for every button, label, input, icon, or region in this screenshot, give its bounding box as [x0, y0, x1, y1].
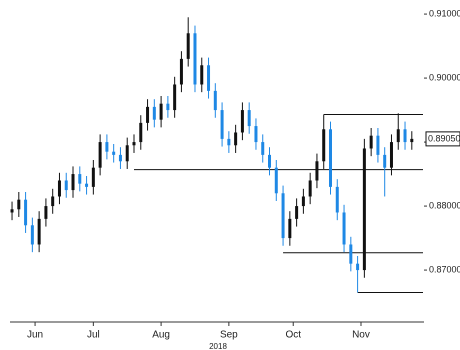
candle-body	[328, 129, 332, 187]
x-tick-label: Jun	[27, 330, 43, 341]
candle-body	[44, 206, 48, 219]
candle-body	[274, 167, 278, 194]
candle-body	[64, 180, 68, 191]
candle-body	[71, 174, 75, 191]
candle-body	[349, 244, 353, 264]
candle-body	[369, 135, 373, 149]
candle-body	[389, 142, 393, 168]
candle-body	[57, 180, 61, 197]
candle-body	[227, 138, 231, 146]
y-tick-label: 0.91000	[429, 8, 460, 18]
candle-body	[268, 154, 272, 168]
candle-body	[213, 90, 217, 111]
candle-body	[159, 103, 163, 120]
current-price-box	[425, 131, 460, 147]
candle-body	[396, 129, 400, 143]
candle-body	[322, 129, 326, 162]
candle-body	[24, 199, 28, 226]
y-tick-label: 0.90000	[429, 72, 460, 82]
candle-body	[301, 196, 305, 207]
candle-body	[254, 126, 258, 143]
candle-body	[342, 212, 346, 245]
candle-body	[295, 206, 299, 219]
candle-body	[85, 183, 89, 187]
candle-body	[125, 145, 129, 162]
candle-body	[234, 132, 238, 146]
y-tick-label: 0.88000	[429, 200, 460, 210]
candle-body	[383, 154, 387, 168]
candle-body	[179, 58, 183, 85]
x-tick-label: Jul	[87, 330, 100, 341]
candle-body	[78, 174, 82, 184]
candle-body	[146, 106, 150, 123]
x-tick-label: Nov	[352, 330, 370, 341]
candle-body	[220, 110, 224, 139]
x-tick-label: Oct	[285, 330, 301, 341]
candle-body	[247, 110, 251, 127]
candle-body	[281, 193, 285, 239]
candle-body	[10, 209, 14, 213]
candle-body	[335, 186, 339, 213]
candle-body	[186, 33, 190, 59]
candle-body	[118, 154, 122, 162]
candle-body	[98, 142, 102, 168]
candle-body	[362, 148, 366, 271]
x-tick-label: Aug	[152, 330, 170, 341]
x-tick-label: Sep	[220, 330, 238, 341]
candle-body	[193, 33, 197, 85]
candle-body	[207, 65, 211, 91]
candle-body	[166, 103, 170, 111]
candle-body	[105, 142, 109, 152]
candle-body	[288, 218, 292, 239]
candle-body	[200, 65, 204, 85]
candle-body	[173, 84, 177, 111]
candle-body	[91, 167, 95, 187]
candle-body	[308, 180, 312, 197]
candle-body	[315, 161, 319, 181]
candle-body	[51, 196, 55, 207]
candle-body	[30, 225, 34, 245]
candle-body	[132, 142, 136, 146]
candle-body	[356, 263, 360, 271]
candle-body	[112, 151, 116, 155]
candle-body	[37, 218, 41, 245]
y-tick-label: 0.87000	[429, 264, 460, 274]
candle-body	[139, 122, 143, 143]
candle-body	[17, 199, 21, 210]
candle-body	[410, 138, 414, 143]
candle-body	[403, 129, 407, 143]
x-axis-label: 2018	[209, 342, 227, 350]
candle-body	[376, 135, 380, 155]
candle-body	[240, 110, 244, 133]
candle-body	[152, 106, 156, 120]
current-price-label: 0.89050	[428, 133, 460, 143]
candle-body	[261, 142, 265, 155]
